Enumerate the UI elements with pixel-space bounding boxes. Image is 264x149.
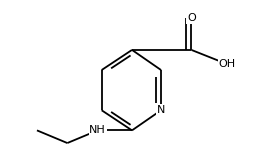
Text: NH: NH bbox=[89, 125, 106, 135]
Text: N: N bbox=[157, 105, 165, 115]
Text: O: O bbox=[187, 13, 196, 23]
Text: OH: OH bbox=[219, 59, 235, 69]
